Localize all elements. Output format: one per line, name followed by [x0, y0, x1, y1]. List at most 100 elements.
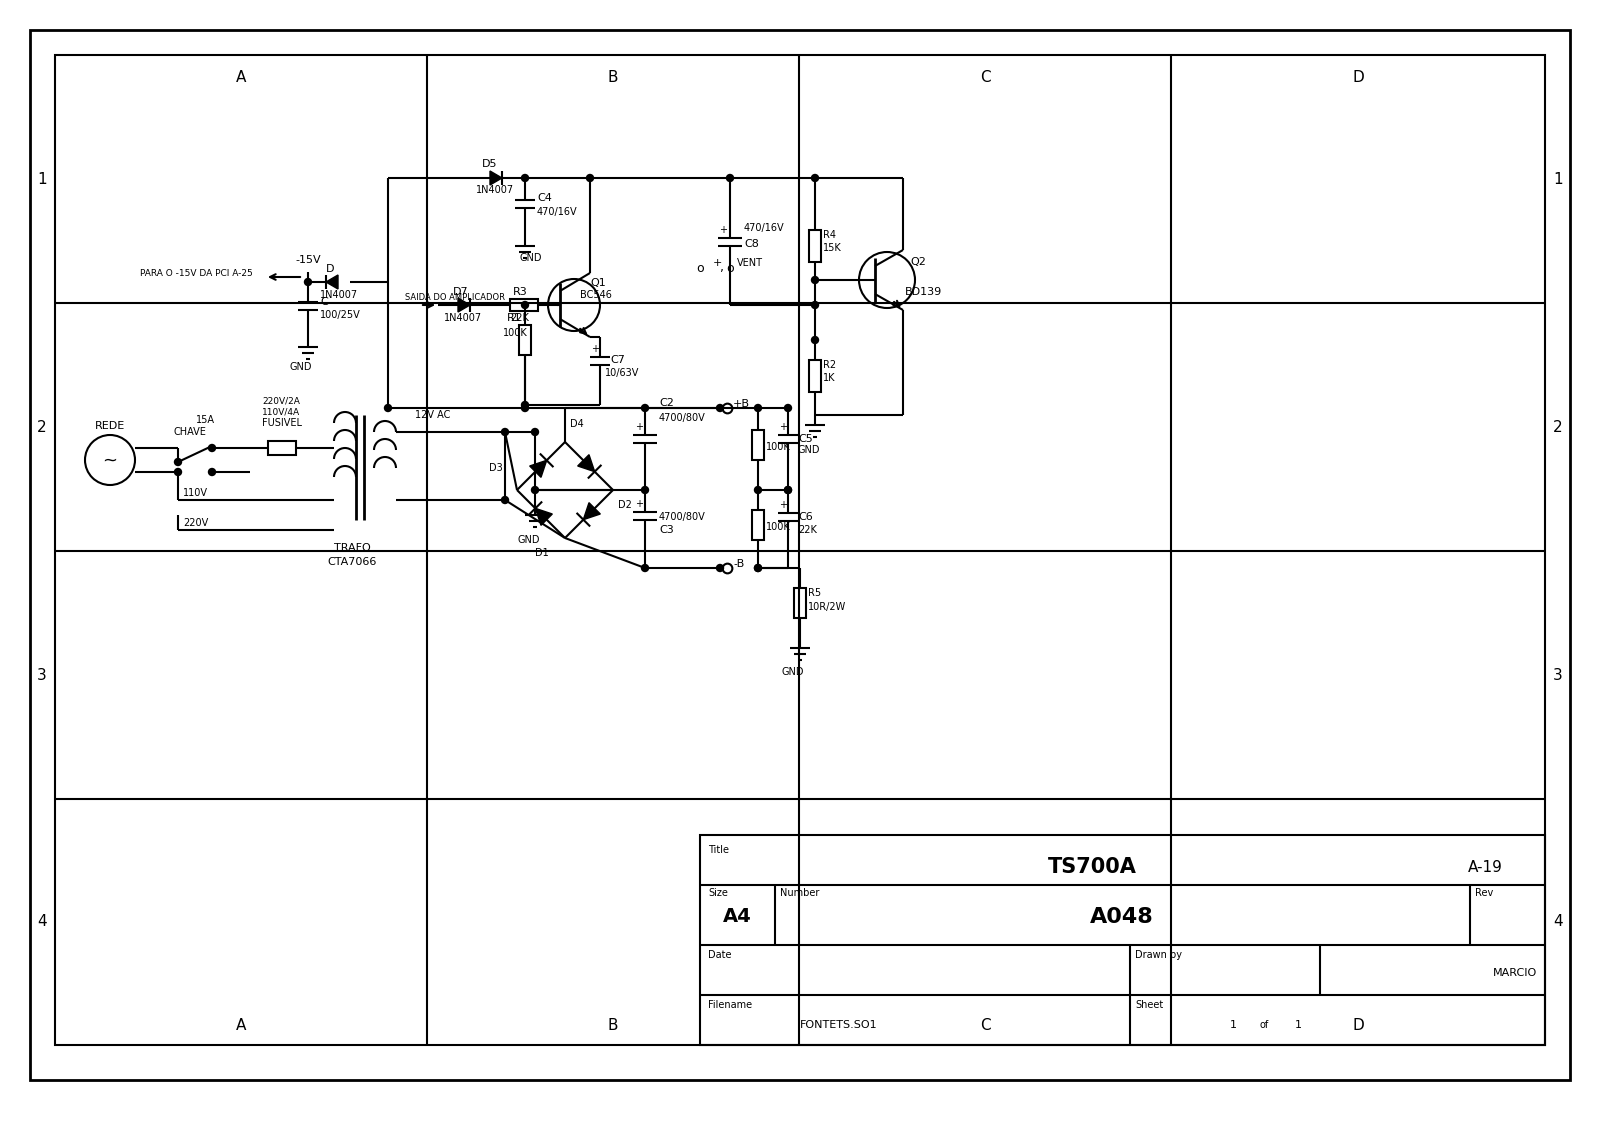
Text: R1: R1: [507, 314, 522, 323]
Text: C: C: [320, 297, 328, 307]
Text: 4: 4: [37, 915, 46, 929]
Text: 22K: 22K: [510, 314, 530, 323]
Text: B: B: [608, 70, 618, 86]
Text: 1N4007: 1N4007: [445, 314, 482, 323]
Text: CHAVE: CHAVE: [173, 427, 206, 437]
Bar: [752, 430, 765, 460]
Circle shape: [522, 301, 528, 309]
Bar: [810, 230, 821, 261]
Polygon shape: [326, 275, 338, 289]
Polygon shape: [490, 171, 502, 185]
Text: 1N4007: 1N4007: [477, 185, 514, 195]
Text: 110V/4A: 110V/4A: [262, 408, 301, 417]
Polygon shape: [578, 455, 595, 472]
Text: C: C: [979, 1018, 990, 1032]
Circle shape: [304, 278, 312, 285]
Circle shape: [717, 565, 723, 572]
Text: 3: 3: [37, 668, 46, 683]
Text: 4: 4: [1554, 915, 1563, 929]
Circle shape: [174, 458, 181, 465]
Text: Date: Date: [707, 950, 731, 960]
Text: R2: R2: [822, 360, 837, 370]
Circle shape: [208, 469, 216, 475]
Circle shape: [642, 565, 648, 572]
Text: A: A: [235, 70, 246, 86]
Circle shape: [522, 404, 528, 412]
Text: 2: 2: [37, 420, 46, 435]
Text: -B: -B: [733, 559, 744, 569]
Bar: [54, 55, 1546, 1045]
Circle shape: [174, 469, 181, 475]
Circle shape: [811, 276, 819, 283]
Text: FONTETS.SO1: FONTETS.SO1: [800, 1020, 878, 1030]
Text: Filename: Filename: [707, 1000, 752, 1010]
Text: 3: 3: [1554, 668, 1563, 683]
Bar: [701, 835, 1546, 1045]
Text: C2: C2: [659, 398, 674, 408]
Circle shape: [811, 336, 819, 343]
Circle shape: [208, 445, 216, 452]
Text: +: +: [714, 258, 722, 268]
Text: D7: D7: [453, 288, 469, 297]
Text: C8: C8: [744, 239, 758, 249]
Text: Drawn by: Drawn by: [1134, 950, 1182, 960]
Text: D2: D2: [618, 500, 632, 511]
Text: GND: GND: [782, 667, 805, 677]
Text: SAIDA DO AMPLICADOR: SAIDA DO AMPLICADOR: [405, 293, 506, 302]
Text: 10R/2W: 10R/2W: [808, 602, 846, 612]
Circle shape: [726, 174, 733, 181]
Circle shape: [587, 174, 594, 181]
Text: A048: A048: [1090, 907, 1154, 927]
Text: o: o: [696, 261, 704, 274]
Text: 110V: 110V: [182, 488, 208, 498]
Text: 1: 1: [1230, 1020, 1237, 1030]
Text: 4700/80V: 4700/80V: [659, 512, 706, 522]
Text: D: D: [1352, 70, 1363, 86]
Text: R5: R5: [808, 588, 821, 598]
Text: GND: GND: [290, 362, 312, 372]
Text: 12V AC: 12V AC: [414, 410, 450, 420]
Text: B: B: [608, 1018, 618, 1032]
Text: Rev: Rev: [1475, 887, 1493, 898]
Text: +: +: [718, 225, 726, 235]
Text: 470/16V: 470/16V: [744, 223, 784, 233]
Circle shape: [755, 404, 762, 412]
Text: C3: C3: [659, 525, 674, 535]
Circle shape: [755, 565, 762, 572]
Text: D: D: [1352, 1018, 1363, 1032]
Circle shape: [755, 565, 762, 572]
Text: +: +: [635, 422, 643, 432]
Bar: [752, 511, 765, 540]
Text: A-19: A-19: [1467, 859, 1502, 875]
Circle shape: [755, 487, 762, 494]
Text: TRAFO: TRAFO: [334, 543, 370, 554]
Text: GND: GND: [797, 445, 819, 455]
Text: Q1: Q1: [590, 278, 606, 288]
Text: 100K: 100K: [766, 522, 790, 532]
Text: C7: C7: [610, 355, 626, 365]
Bar: [518, 325, 531, 355]
Text: GND: GND: [520, 252, 542, 263]
Text: +B: +B: [733, 398, 750, 409]
Text: A4: A4: [723, 908, 752, 926]
Text: BC546: BC546: [579, 290, 611, 300]
Circle shape: [717, 404, 723, 412]
Text: 15A: 15A: [195, 415, 214, 424]
Text: C: C: [979, 70, 990, 86]
Text: BD139: BD139: [906, 288, 942, 297]
Text: 470/16V: 470/16V: [538, 207, 578, 217]
Circle shape: [642, 404, 648, 412]
Text: D: D: [326, 264, 334, 274]
Text: 1K: 1K: [822, 374, 835, 383]
Text: 15K: 15K: [822, 243, 842, 252]
Text: Q2: Q2: [910, 257, 926, 267]
Text: o: o: [726, 261, 734, 274]
Text: +: +: [779, 422, 787, 432]
Circle shape: [811, 301, 819, 309]
Circle shape: [501, 429, 509, 436]
Text: R3: R3: [514, 288, 528, 297]
Text: ,: ,: [720, 261, 723, 274]
Text: GND: GND: [518, 535, 541, 544]
Polygon shape: [536, 508, 552, 525]
Text: 1: 1: [1294, 1020, 1302, 1030]
